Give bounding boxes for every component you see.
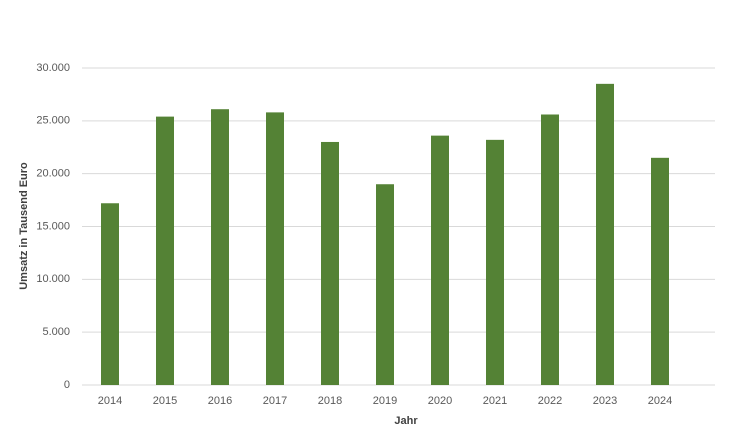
y-tick-label: 5.000 — [42, 326, 70, 338]
x-tick-label: 2015 — [153, 395, 177, 407]
y-axis-title: Umsatz in Tausend Euro — [18, 162, 30, 290]
y-tick-label: 30.000 — [36, 62, 70, 74]
x-tick-label: 2023 — [593, 395, 617, 407]
bar — [211, 109, 229, 386]
bar — [651, 157, 669, 385]
x-tick-label: 2017 — [263, 395, 287, 407]
x-axis-title: Jahr — [394, 415, 418, 427]
x-tick-label: 2021 — [483, 395, 507, 407]
x-tick-label: 2019 — [373, 395, 397, 407]
bar — [431, 135, 449, 385]
y-tick-label: 0 — [64, 379, 70, 391]
x-tick-label: 2018 — [318, 395, 342, 407]
bar — [376, 184, 394, 385]
y-tick-label: 20.000 — [36, 168, 70, 180]
bar — [596, 83, 614, 385]
x-tick-label: 2014 — [98, 395, 122, 407]
x-tick-label: 2020 — [428, 395, 452, 407]
bar — [156, 116, 174, 386]
y-tick-label: 15.000 — [36, 220, 70, 232]
bar — [101, 203, 119, 385]
bar — [266, 112, 284, 385]
bar — [541, 114, 559, 385]
x-tick-label: 2024 — [648, 395, 672, 407]
x-tick-label: 2022 — [538, 395, 562, 407]
x-tick-label: 2016 — [208, 395, 232, 407]
y-tick-label: 25.000 — [36, 115, 70, 127]
bar — [321, 141, 339, 385]
bar — [486, 139, 504, 385]
y-tick-label: 10.000 — [36, 273, 70, 285]
